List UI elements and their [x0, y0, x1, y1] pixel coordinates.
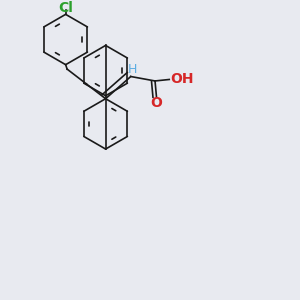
Text: Cl: Cl	[58, 1, 73, 15]
Text: H: H	[128, 63, 137, 76]
Text: O: O	[151, 96, 162, 110]
Text: OH: OH	[171, 72, 194, 86]
